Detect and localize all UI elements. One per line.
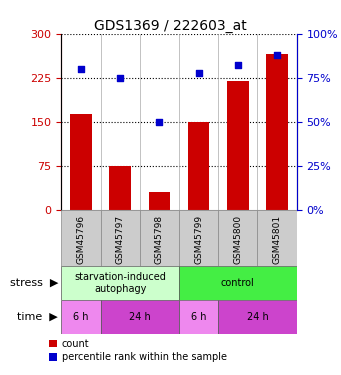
Point [196,69,201,75]
Text: GSM45798: GSM45798 [155,214,164,264]
Bar [188,122,209,210]
Bar [61,300,101,334]
Text: control: control [221,278,255,288]
Text: GSM45797: GSM45797 [116,214,125,264]
Bar [101,210,140,266]
Point [274,52,280,58]
Text: time  ▶: time ▶ [17,312,58,322]
Bar [109,166,131,210]
Bar [61,266,179,300]
Bar [140,210,179,266]
Bar [149,192,170,210]
Bar [61,210,101,266]
Text: GSM45801: GSM45801 [272,214,282,264]
Text: stress  ▶: stress ▶ [10,278,58,288]
Bar [266,54,288,210]
Text: GSM45799: GSM45799 [194,214,203,264]
Bar [179,210,218,266]
Text: GSM45800: GSM45800 [233,214,242,264]
Point [117,75,123,81]
Bar [218,210,257,266]
Point [235,63,240,69]
Bar [227,81,249,210]
Text: GDS1369 / 222603_at: GDS1369 / 222603_at [94,19,247,33]
Text: 24 h: 24 h [247,312,268,322]
Text: 24 h: 24 h [129,312,151,322]
Text: GSM45796: GSM45796 [76,214,86,264]
Bar [179,300,218,334]
Bar [101,300,179,334]
Text: 6 h: 6 h [73,312,89,322]
Text: starvation-induced
autophagy: starvation-induced autophagy [74,272,166,294]
Bar [257,210,297,266]
Text: 6 h: 6 h [191,312,206,322]
Point [78,66,84,72]
Bar [179,266,297,300]
Bar [70,114,92,210]
Bar [218,300,297,334]
Legend: count, percentile rank within the sample: count, percentile rank within the sample [49,339,227,363]
Point [157,119,162,125]
